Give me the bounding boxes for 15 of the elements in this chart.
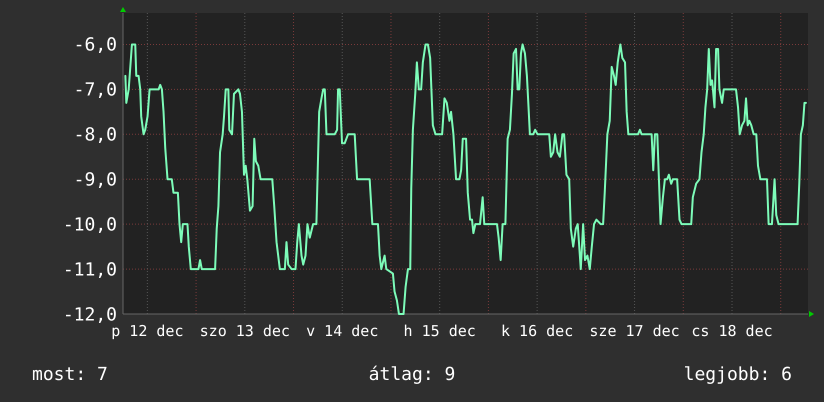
x-tick-label: cs 18 dec [691, 322, 773, 340]
y-tick-label: -10,0 [62, 214, 117, 236]
x-tick-label: h 15 dec [404, 322, 476, 340]
y-tick-label: -9,0 [74, 170, 117, 191]
y-tick-label: -7,0 [74, 80, 117, 101]
x-tick-label: sze 17 dec [589, 322, 680, 340]
y-tick-label: -11,0 [62, 259, 117, 280]
y-tick-label: -8,0 [74, 124, 117, 146]
x-tick-label: k 16 dec [501, 322, 574, 340]
x-tick-label: v 14 dec [306, 322, 378, 340]
text: most: 7 [32, 364, 108, 385]
text: átlag: 9 [368, 364, 456, 385]
x-tick-label: szo 13 dec [200, 322, 290, 340]
y-tick-label: -6,0 [74, 34, 117, 56]
text: legjobb: 6 [684, 364, 792, 385]
